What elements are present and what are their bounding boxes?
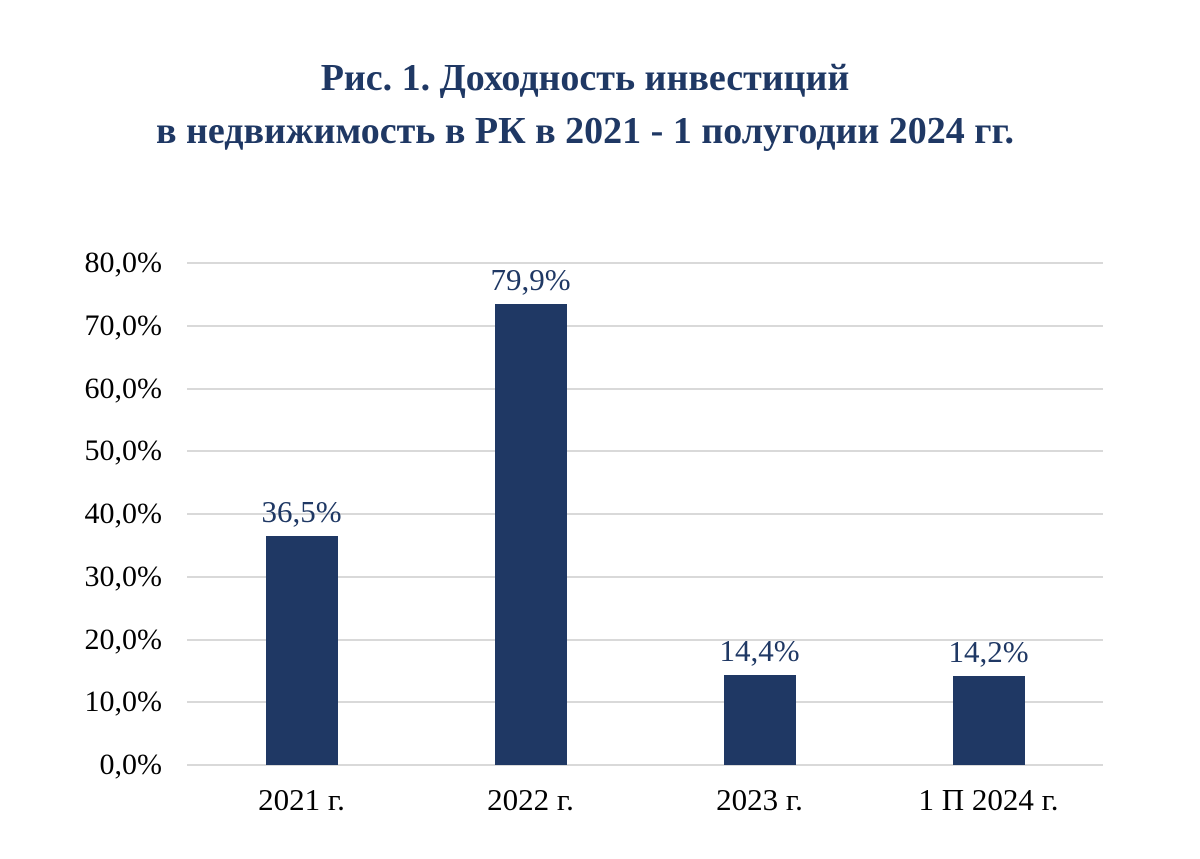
- y-tick-label: 60,0%: [84, 371, 163, 405]
- bar-value-label: 14,4%: [719, 632, 800, 668]
- bar-slot: 14,4%: [645, 263, 874, 765]
- y-tick-label: 80,0%: [84, 246, 163, 279]
- x-tick-label: 1 П 2024 г.: [918, 782, 1059, 817]
- bar-slot: 14,2%: [874, 263, 1103, 765]
- bar-value-label: 14,2%: [948, 633, 1029, 669]
- y-tick-label: 0,0%: [99, 748, 163, 781]
- gridline: [187, 638, 1103, 641]
- chart-title-line1: Рис. 1. Доходность инвестиций: [320, 57, 850, 99]
- x-tick-label: 2021 г.: [258, 782, 345, 817]
- gridline: [187, 262, 1103, 264]
- plot-area: 36,5% 79,9% 14,4% 14,2%: [187, 262, 1103, 766]
- gridline: [187, 764, 1103, 766]
- bar: [952, 675, 1025, 765]
- gridline: [187, 575, 1103, 578]
- x-axis: 2021 г. 2022 г. 2023 г. 1 П 2024 г.: [187, 782, 1103, 818]
- bars-container: 36,5% 79,9% 14,4% 14,2%: [187, 262, 1103, 765]
- gridline: [187, 701, 1103, 704]
- bar-slot: 79,9%: [416, 262, 645, 765]
- chart-title-line2: в недвижимость в РК в 2021 - 1 полугодии…: [155, 110, 1014, 152]
- gridline: [187, 513, 1103, 515]
- y-tick-label: 30,0%: [84, 559, 163, 593]
- bar: [265, 535, 338, 765]
- chart-title: Рис. 1. Доходность инвестиций в недвижим…: [10, 52, 1160, 158]
- x-tick-label: 2022 г.: [487, 782, 574, 817]
- gridline: [187, 387, 1103, 390]
- y-tick-label: 70,0%: [84, 308, 163, 342]
- bar-value-label: 36,5%: [261, 493, 342, 529]
- y-axis: 0,0% 10,0% 20,0% 30,0% 40,0% 50,0% 60,0% 70,0% 8…: [0, 248, 163, 780]
- gridline: [187, 324, 1103, 327]
- y-tick-label: 10,0%: [84, 685, 163, 719]
- gridline: [187, 450, 1103, 453]
- y-tick-label: 40,0%: [84, 497, 163, 530]
- bar: [494, 304, 567, 765]
- y-tick-label: 50,0%: [84, 434, 163, 468]
- bar: [723, 674, 796, 765]
- bar-slot: 36,5%: [187, 263, 416, 765]
- y-tick-label: 20,0%: [84, 622, 163, 656]
- bar-value-label: 79,9%: [490, 262, 571, 297]
- x-tick-label: 2023 г.: [716, 782, 803, 817]
